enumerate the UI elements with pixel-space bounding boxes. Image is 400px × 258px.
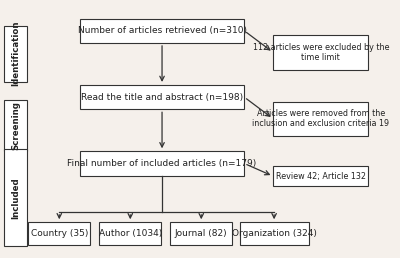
FancyBboxPatch shape: [240, 222, 309, 245]
Text: Final number of included articles (n=179): Final number of included articles (n=179…: [68, 159, 257, 168]
FancyBboxPatch shape: [273, 35, 368, 70]
Text: Review 42; Article 132: Review 42; Article 132: [276, 172, 366, 181]
Text: Author (1034): Author (1034): [99, 229, 162, 238]
FancyBboxPatch shape: [273, 166, 368, 187]
Text: 112 articles were excluded by the
time limit: 112 articles were excluded by the time l…: [252, 43, 389, 62]
FancyBboxPatch shape: [273, 102, 368, 136]
Text: Articles were removed from the
inclusion and exclusion criteria 19: Articles were removed from the inclusion…: [252, 109, 389, 128]
FancyBboxPatch shape: [80, 85, 244, 109]
FancyBboxPatch shape: [4, 149, 27, 246]
Text: Journal (82): Journal (82): [175, 229, 228, 238]
Text: Country (35): Country (35): [31, 229, 88, 238]
FancyBboxPatch shape: [4, 100, 27, 151]
Text: Screening: Screening: [11, 101, 20, 150]
Text: Organization (324): Organization (324): [232, 229, 316, 238]
FancyBboxPatch shape: [80, 19, 244, 43]
Text: Included: Included: [11, 177, 20, 219]
FancyBboxPatch shape: [28, 222, 90, 245]
Text: Read the title and abstract (n=198): Read the title and abstract (n=198): [81, 93, 243, 102]
FancyBboxPatch shape: [170, 222, 232, 245]
FancyBboxPatch shape: [4, 26, 27, 82]
FancyBboxPatch shape: [100, 222, 161, 245]
Text: Identification: Identification: [11, 21, 20, 86]
Text: Number of articles retrieved (n=310): Number of articles retrieved (n=310): [78, 26, 246, 35]
FancyBboxPatch shape: [80, 151, 244, 176]
